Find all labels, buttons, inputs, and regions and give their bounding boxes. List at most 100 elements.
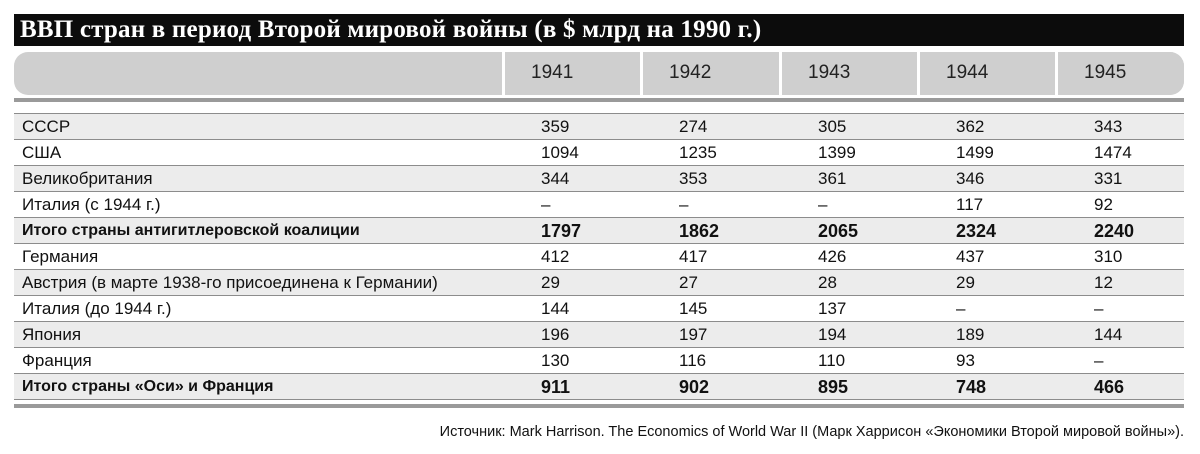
table-row: СССР 359 274 305 362 343 [14,114,1184,140]
gdp-value-1942: – [679,195,689,214]
country-name: Франция [22,351,92,370]
year-separator [640,52,643,95]
gdp-value-1942: 197 [679,325,708,344]
gdp-value-1942: 1862 [679,221,720,241]
gdp-value-1945: 466 [1094,377,1125,397]
gdp-value-1944: 1499 [956,143,994,162]
gdp-value-1942: 274 [679,117,708,136]
gdp-value-1944: 362 [956,117,985,136]
gdp-value-1943: 110 [818,351,846,370]
gdp-value-1943: 305 [818,117,847,136]
country-name: Германия [22,247,99,266]
gdp-value-1945: 1474 [1094,143,1132,162]
row-divider [14,373,1184,374]
gdp-value-1941: 359 [541,117,570,136]
gdp-value-1941: 911 [541,377,571,397]
gdp-value-1942: 27 [679,273,698,292]
row-divider [14,139,1184,140]
row-divider [14,113,1184,114]
year-separator [917,52,920,95]
row-divider [14,321,1184,322]
year-header-1945: 1945 [1058,52,1184,95]
country-name: СССР [22,117,71,136]
table-row: Италия (до 1944 г.) 144 145 137 – – [14,296,1184,322]
gdp-value-1943: 28 [818,273,837,292]
gdp-value-1941: 344 [541,169,570,188]
gdp-value-1943: 2065 [818,221,859,241]
year-separator [1055,52,1058,95]
gdp-value-1941: 412 [541,247,570,266]
title-bar: ВВП стран в период Второй мировой войны … [14,14,1184,46]
year-header-1941: 1941 [505,52,641,95]
gdp-value-1943: 194 [818,325,847,344]
country-name: Италия (с 1944 г.) [22,195,161,214]
row-divider [14,269,1184,270]
table-row: США 1094 1235 1399 1499 1474 [14,140,1184,166]
gdp-value-1941: – [541,195,551,214]
country-name: Великобритания [22,169,153,188]
gdp-value-1942: 417 [679,247,708,266]
gdp-value-1943: 1399 [818,143,856,162]
gdp-value-1945: – [1094,351,1104,370]
gdp-value-1945: 2240 [1094,221,1135,241]
country-name: Австрия (в марте 1938-го присоединена к … [22,273,438,292]
country-name: Итого страны «Оси» и Франция [22,378,274,395]
gdp-value-1945: – [1094,299,1104,318]
table-row: Германия 412 417 426 437 310 [14,244,1184,270]
gdp-value-1941: 1094 [541,143,579,162]
gdp-value-1941: 1797 [541,221,582,241]
gdp-value-1945: 144 [1094,325,1123,344]
table-row: Великобритания 344 353 361 346 331 [14,166,1184,192]
table-title: ВВП стран в период Второй мировой войны … [20,16,762,43]
row-divider [14,217,1184,218]
gdp-value-1944: 2324 [956,221,997,241]
gdp-value-1943: – [818,195,828,214]
gdp-value-1944: 346 [956,169,985,188]
country-name: США [22,143,62,162]
row-divider [14,399,1184,400]
gdp-value-1944: 29 [956,273,975,292]
table-row: Япония 196 197 194 189 144 [14,322,1184,348]
row-divider [14,165,1184,166]
gdp-value-1942: 145 [679,299,708,318]
year-separator [502,52,505,95]
gdp-value-1943: 361 [818,169,847,188]
gdp-value-1942: 116 [679,351,707,370]
year-header-1942: 1942 [643,52,780,95]
year-separator [779,52,782,95]
source-note: Источник: Mark Harrison. The Economics o… [439,424,1184,440]
gdp-value-1945: 92 [1094,195,1113,214]
year-header-1943: 1943 [782,52,918,95]
row-divider [14,243,1184,244]
total-row: Итого страны антигитлеровской коалиции 17… [14,218,1184,244]
table-row: Франция 130 116 110 93 – [14,348,1184,374]
gdp-value-1945: 310 [1094,247,1123,266]
gdp-value-1943: 895 [818,377,849,397]
country-name: Япония [22,325,82,344]
gdp-value-1944: 189 [956,325,985,344]
gdp-value-1945: 12 [1094,273,1113,292]
gdp-value-1944: 93 [956,351,975,370]
country-name: Италия (до 1944 г.) [22,299,172,318]
gdp-value-1943: 137 [818,299,847,318]
total-row: Итого страны «Оси» и Франция 911 902 895 748… [14,374,1184,400]
gdp-value-1942: 1235 [679,143,717,162]
gdp-value-1941: 29 [541,273,560,292]
row-divider [14,295,1184,296]
country-name: Итого страны антигитлеровской коалиции [22,222,360,239]
gdp-value-1945: 331 [1094,169,1123,188]
gdp-value-1942: 353 [679,169,708,188]
gdp-value-1945: 343 [1094,117,1123,136]
footer-rule [14,404,1184,408]
gdp-value-1944: 437 [956,247,985,266]
gdp-value-1942: 902 [679,377,710,397]
table-row: Италия (с 1944 г.) – – – 117 92 [14,192,1184,218]
header-rule [14,98,1184,102]
gdp-value-1941: 196 [541,325,570,344]
gdp-value-1943: 426 [818,247,847,266]
table-row: Австрия (в марте 1938-го присоединена к … [14,270,1184,296]
row-divider [14,191,1184,192]
year-header-1944: 1944 [920,52,1056,95]
gdp-value-1944: 748 [956,377,987,397]
gdp-value-1941: 144 [541,299,570,318]
